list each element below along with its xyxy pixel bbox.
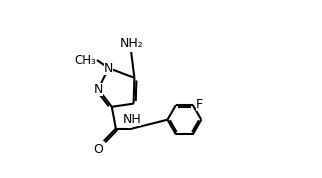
- Text: O: O: [93, 143, 103, 156]
- Text: N: N: [93, 83, 103, 96]
- Text: NH₂: NH₂: [120, 37, 144, 50]
- Text: F: F: [196, 98, 203, 111]
- Text: NH: NH: [123, 113, 141, 126]
- Text: N: N: [104, 62, 113, 75]
- Text: CH₃: CH₃: [74, 54, 96, 67]
